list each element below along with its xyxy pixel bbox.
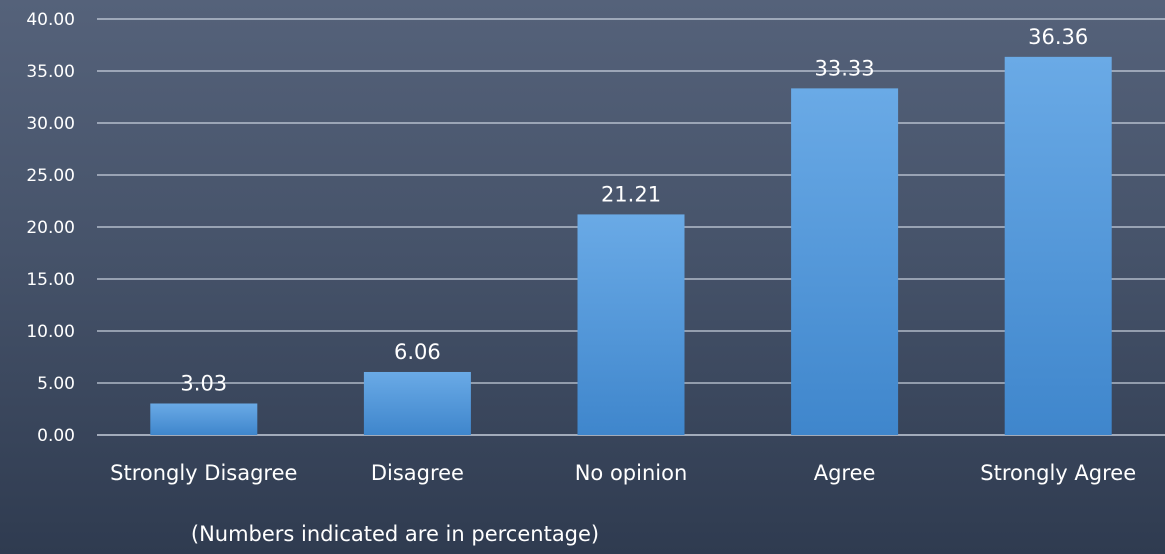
bar-value-label: 33.33 [815, 56, 875, 80]
x-axis-categories: Strongly Disagree Disagree No opinion Agree… [110, 461, 1136, 485]
y-tick-label: 40.00 [26, 10, 75, 30]
bar-value-label: 21.21 [601, 182, 661, 206]
y-tick-label: 25.00 [26, 166, 75, 186]
bar [363, 371, 471, 435]
y-tick-label: 30.00 [26, 114, 75, 134]
x-category-label: No opinion [575, 461, 688, 485]
y-tick-label: 0.00 [37, 426, 75, 446]
bar [150, 403, 258, 435]
x-category-label: Disagree [371, 461, 464, 485]
y-tick-label: 15.00 [26, 270, 75, 290]
x-category-label: Strongly Disagree [110, 461, 297, 485]
y-tick-label: 10.00 [26, 322, 75, 342]
bar [1004, 56, 1112, 436]
bar [577, 214, 685, 435]
bar-value-label: 36.36 [1028, 25, 1088, 49]
bar [791, 88, 899, 436]
y-axis-ticks: 0.00 5.00 10.00 15.00 20.00 25.00 30.00 35.00 40… [26, 10, 75, 446]
bars [150, 56, 1112, 436]
y-tick-label: 20.00 [26, 218, 75, 238]
y-tick-label: 5.00 [37, 374, 75, 394]
y-tick-label: 35.00 [26, 62, 75, 82]
bar-value-label: 3.03 [180, 371, 227, 395]
x-category-label: Agree [814, 461, 876, 485]
percentage-note: (Numbers indicated are in percentage) [191, 522, 599, 546]
data-labels: 3.03 6.06 21.21 33.33 36.36 [180, 25, 1088, 396]
bar-value-label: 6.06 [394, 340, 441, 364]
x-category-label: Strongly Agree [980, 461, 1136, 485]
